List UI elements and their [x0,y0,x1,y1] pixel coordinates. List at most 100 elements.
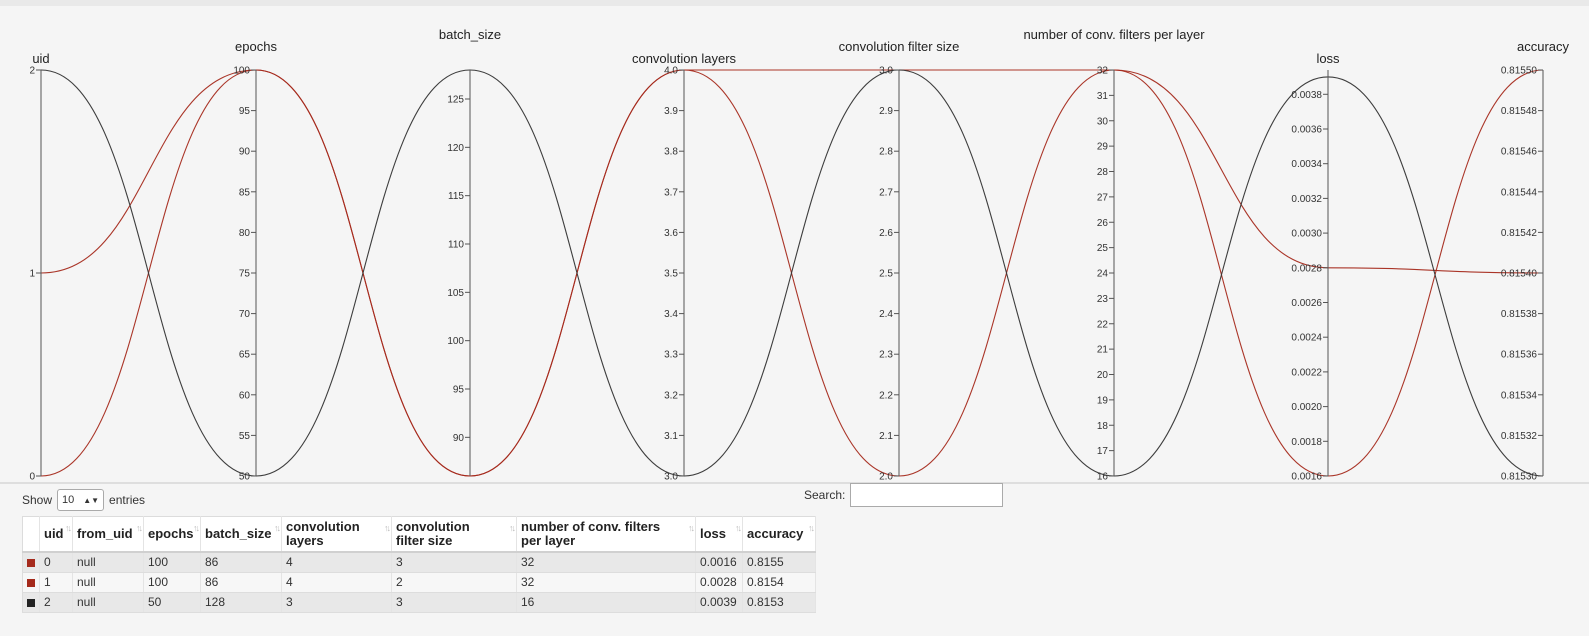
entries-length-select[interactable]: 10 ▲▼ [57,489,105,511]
axis-epochs: 50 55 60 65 70 75 80 85 90 95 100 epochs [233,39,277,483]
cell-num-filters: 32 [516,572,696,593]
sort-icon: ↑↓ [688,523,695,533]
table-header-loss[interactable]: loss ↑↓ [695,516,743,553]
table-header-convolution-layers[interactable]: convolution layers ↑↓ [281,516,392,553]
sort-icon: ↑↓ [735,523,742,533]
sort-icon: ↑↓ [808,523,815,533]
row-color-swatch [22,572,40,593]
sort-icon: ↑↓ [193,523,200,533]
axis-title: loss [1316,51,1340,66]
search-input[interactable] [850,483,1004,507]
tick-label: 120 [447,143,464,154]
swatch-square [27,559,35,568]
tick-label: 2 [29,66,35,77]
tick-label: 22 [1097,319,1109,330]
table-row[interactable]: 1 null 100 86 4 2 32 0.0028 0.8154 [22,572,816,593]
tick-label: 0.81544 [1501,187,1538,198]
axis-title: epochs [235,39,277,54]
table-row[interactable]: 0 null 100 86 4 3 32 0.0016 0.8155 [22,552,816,573]
tick-label: 27 [1097,192,1109,203]
tick-label: 0.0036 [1291,124,1322,135]
tick-label: 55 [239,431,251,442]
axis-conv-layers: 3.0 3.1 3.2 3.3 3.4 3.5 3.6 3.7 3.8 3.9 4.0convolu… [632,51,737,483]
tick-label: 0.0028 [1291,263,1322,274]
axis-batch-size: 90 95 100 105 110 115 120 125 batch_size [439,27,501,476]
tick-label: 0.0016 [1291,472,1322,483]
tick-label: 2.4 [879,309,893,320]
swatch-square [27,598,35,607]
sort-icon: ↑↓ [384,523,391,533]
cell-uid: 0 [39,552,73,573]
tick-label: 3.9 [664,106,678,117]
row-color-swatch [22,552,40,573]
tick-label: 32 [1097,66,1109,77]
sort-icon: ↑↓ [136,523,143,533]
data-lines [40,69,1544,477]
tick-label: 125 [447,95,464,106]
search-control: Search: [804,483,1004,507]
tick-label: 115 [448,191,464,202]
parallel-coordinates-chart[interactable]: 0 1 2 uid 50 55 60 65 70 75 80 85 90 95 100 epochs 90 95 1… [0,0,1589,484]
tick-label: 3.3 [664,350,678,361]
tick-label: 3.4 [664,309,678,320]
table-header-convolution-filter-size[interactable]: convolution filter size ↑↓ [391,516,517,553]
cell-uid: 2 [39,592,73,613]
select-arrows-icon: ▲▼ [83,495,100,505]
cell-loss: 0.0016 [695,552,743,573]
cell-num-filters: 32 [516,552,696,573]
tick-label: 0.81548 [1501,106,1538,117]
axis-filters: 16 17 18 19 20 21 22 23 24 25 26 27 28 29 30 31 32 number… [1023,27,1205,483]
entries-label: entries [109,493,146,507]
tick-label: 0.0018 [1291,437,1322,448]
cell-batch-size: 86 [200,572,282,593]
table-header-row: uid ↑↓ from_uid ↑↓ epochs ↑↓ batch_size ↑↓ c… [22,516,816,553]
cell-accuracy: 0.8154 [742,572,816,593]
cell-epochs: 100 [143,552,201,573]
tick-label: 20 [1097,370,1109,381]
tick-label: 3.2 [664,390,678,401]
tick-label: 2.1 [879,431,893,442]
cell-convolution-layers: 4 [281,552,392,573]
tick-label: 21 [1097,345,1109,356]
cell-uid: 1 [39,572,73,593]
table-row[interactable]: 2 null 50 128 3 3 16 0.0039 0.8153 [22,592,816,613]
tick-label: 2.8 [879,147,893,158]
tick-label: 100 [233,66,250,77]
row-color-swatch [22,592,40,613]
table-header-batch-size[interactable]: batch_size ↑↓ [200,516,282,553]
table-header-from-uid[interactable]: from_uid ↑↓ [72,516,144,553]
tick-label: 0 [29,472,35,483]
tick-label: 19 [1097,395,1109,406]
axis-title: convolution filter size [839,39,960,54]
tick-label: 25 [1097,243,1109,254]
tick-label: 0.0020 [1291,402,1322,413]
table-header-accuracy[interactable]: accuracy ↑↓ [742,516,816,553]
tick-label: 0.81546 [1501,147,1538,158]
tick-label: 18 [1097,421,1109,432]
table-header-num-filters[interactable]: number of conv. filters per layer ↑↓ [516,516,696,553]
cell-from-uid: null [72,592,144,613]
tick-label: 2.7 [879,187,893,198]
axis-title: convolution layers [632,51,737,66]
tick-label: 0.81538 [1501,309,1538,320]
sort-icon: ↑↓ [509,523,516,533]
cell-convolution-filter-size: 3 [391,552,517,573]
tick-label: 95 [453,385,465,396]
tick-label: 26 [1097,218,1109,229]
search-label: Search: [804,488,846,502]
table-header-epochs[interactable]: epochs ↑↓ [143,516,201,553]
tick-label: 90 [453,433,465,444]
tick-label: 2.9 [879,106,893,117]
tick-label: 100 [447,336,464,347]
tick-label: 75 [239,269,251,280]
cell-accuracy: 0.8153 [742,592,816,613]
tick-label: 3.0 [664,472,678,483]
tick-label: 0.81532 [1501,431,1538,442]
table-header-uid[interactable]: uid ↑↓ [39,516,73,553]
tick-label: 3.6 [664,228,678,239]
tick-label: 105 [447,288,464,299]
axis-loss: 0.0016 0.0018 0.0020 0.0022 0.0024 0.0026 0.00… [1291,51,1340,483]
cell-from-uid: null [72,572,144,593]
cell-convolution-layers: 3 [281,592,392,613]
